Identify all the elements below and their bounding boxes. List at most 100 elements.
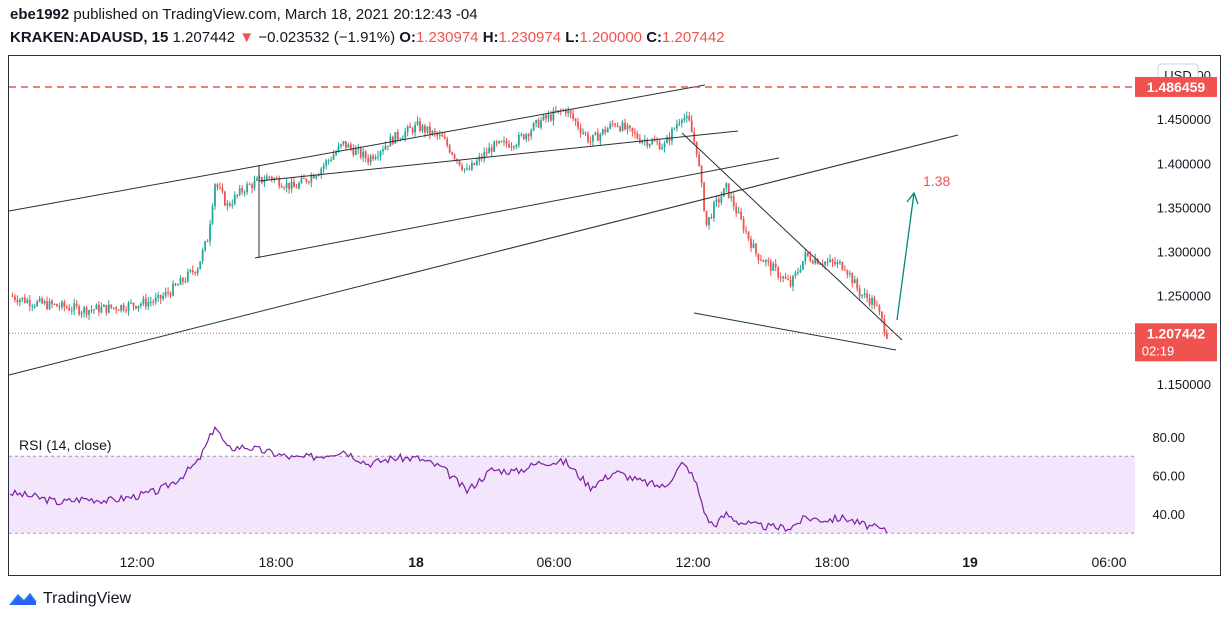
candle [866,289,868,303]
candle [727,183,730,199]
rsi-tick-label: 60.00 [1152,469,1185,484]
candle [246,181,249,195]
candle [458,160,461,167]
candle [693,127,696,146]
candle [248,182,251,186]
candle [606,126,609,133]
high-value: 1.230974 [498,29,562,46]
upper-channel-line[interactable] [8,84,706,212]
candle [794,270,797,279]
time-tick-label: 12:00 [675,554,710,570]
candle [720,191,723,206]
candle [500,140,503,143]
candle [636,130,639,140]
candle [265,173,268,181]
candle [540,116,542,130]
candle [98,301,100,317]
candle [493,140,496,152]
candle [238,184,241,197]
candlestick-series [11,105,888,340]
target-arrow[interactable]: 1.38 [896,173,950,321]
footer-brand[interactable]: TradingView [8,590,131,608]
candle [270,175,273,183]
candle [690,115,693,133]
candle [680,118,683,128]
candle [43,299,46,306]
time-axis[interactable]: 12:00 18:00 18 06:00 12:00 18:00 19 06:00 [119,554,1126,570]
candle [419,117,421,133]
candle [382,145,384,155]
candle [164,287,167,299]
candle [194,271,197,276]
candle [130,299,132,305]
candle [174,282,177,287]
price-change: −0.023532 (−1.91%) [258,29,396,46]
candle [169,291,172,298]
falling-wedge-bottom-line[interactable] [693,312,897,351]
candle [63,299,66,312]
candle [745,225,747,235]
resistance-price-label: 1.486459 [1147,79,1206,95]
rsi-axis[interactable]: 80.00 60.00 40.00 [1152,430,1185,522]
candle [797,267,799,276]
candle [876,300,878,307]
candle [31,303,34,312]
candle [853,275,856,284]
candle [327,158,330,165]
candle [688,111,691,122]
candle [466,163,468,171]
candle [804,249,807,265]
candle [579,123,582,138]
low-label: L: [565,29,580,46]
candle [769,258,772,276]
candle [806,252,809,258]
candle [83,305,85,318]
candle [409,122,412,129]
resistance-price-tag: 1.486459 [1135,76,1217,97]
candle [251,182,253,194]
candle [520,132,523,137]
candle [416,116,419,126]
candle [95,303,98,310]
candle [293,176,295,188]
candle [656,136,659,146]
chart-frame[interactable] [8,55,1221,576]
candle [594,131,597,136]
candle [569,109,572,119]
candle [68,303,71,312]
symbol-name: KRAKEN:ADAUSD, 15 [10,29,169,46]
candle [629,124,631,132]
candle [421,123,424,133]
candle [522,133,525,141]
candle [310,172,313,188]
candle [391,135,394,146]
candle [436,131,439,140]
candle [159,294,162,305]
candle [542,114,545,122]
candle [216,183,219,191]
close-value: 1.207442 [662,29,725,46]
falling-wedge-top-line[interactable] [681,132,903,341]
wedge-bottom-line[interactable] [254,157,780,259]
candle [152,299,155,306]
trend-lines[interactable] [8,84,959,376]
candle [582,128,584,135]
candle [596,128,599,141]
candle [777,265,780,280]
candle [698,151,701,167]
lower-channel-line[interactable] [8,134,959,376]
candle [710,213,713,220]
candle [715,196,718,207]
wedge-top-line[interactable] [258,130,739,182]
candle [611,119,614,127]
candle [663,140,666,153]
change-arrow-icon: ▼ [239,29,255,46]
candle [214,183,216,211]
candle [426,126,429,135]
candle [757,253,760,265]
candle [23,294,26,304]
candle [342,140,345,147]
candle [671,126,673,146]
candle [599,132,602,146]
